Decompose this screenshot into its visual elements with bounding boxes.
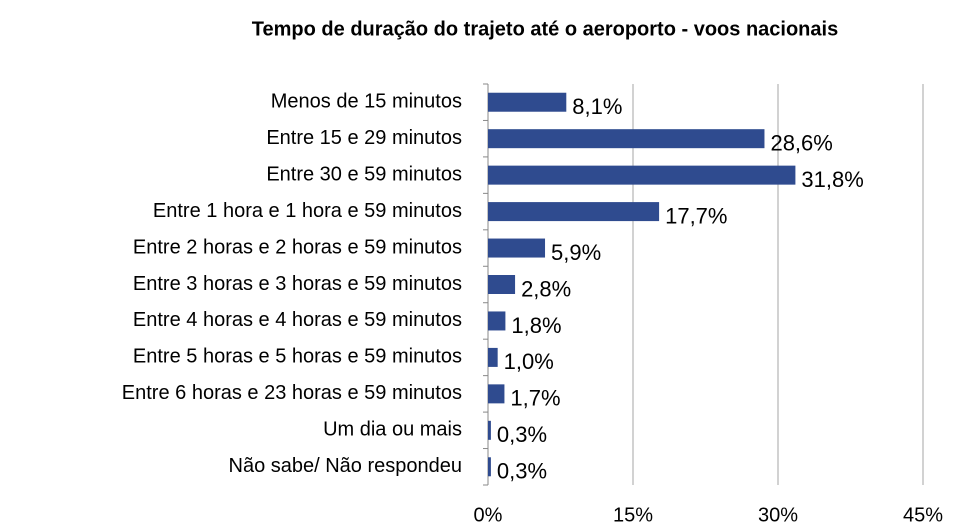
value-label: 8,1%	[572, 94, 622, 119]
y-tick-label: Não sabe/ Não respondeu	[229, 455, 463, 477]
bar	[488, 165, 796, 185]
bar	[488, 92, 567, 112]
value-label: 0,3%	[497, 459, 547, 484]
bar	[488, 275, 516, 294]
bar	[488, 347, 498, 367]
bar	[488, 238, 546, 258]
value-label: 0,3%	[497, 422, 547, 447]
bar	[488, 129, 765, 149]
x-tick-label: 0%	[474, 504, 503, 526]
y-tick-label: Entre 4 horas e 4 horas e 59 minutos	[133, 309, 462, 331]
y-tick-label: Um dia ou mais	[323, 419, 462, 441]
bar	[488, 420, 491, 440]
value-label: 1,7%	[510, 386, 560, 411]
y-tick-label: Entre 2 horas e 2 horas e 59 minutos	[133, 236, 462, 258]
bar	[488, 457, 491, 477]
value-label: 1,0%	[504, 349, 554, 374]
y-tick-label: Entre 15 e 29 minutos	[266, 127, 462, 149]
chart-title: Tempo de duração do trajeto até o aeropo…	[252, 18, 838, 40]
y-tick-label: Menos de 15 minutos	[271, 91, 462, 113]
value-label: 5,9%	[551, 240, 601, 265]
x-tick-label: 30%	[758, 504, 798, 526]
x-tick-label: 15%	[613, 504, 653, 526]
value-label: 1,8%	[511, 313, 561, 338]
y-tick-label: Entre 3 horas e 3 horas e 59 minutos	[133, 273, 462, 295]
x-tick-label: 45%	[903, 504, 943, 526]
bar	[488, 202, 660, 222]
y-tick-label: Entre 1 hora e 1 hora e 59 minutos	[153, 200, 462, 222]
value-label: 17,7%	[665, 203, 727, 228]
value-label: 31,8%	[801, 167, 863, 192]
bar	[488, 384, 505, 404]
y-tick-label: Entre 5 horas e 5 horas e 59 minutos	[133, 346, 462, 368]
y-tick-label: Entre 6 horas e 23 horas e 59 minutos	[122, 382, 462, 404]
y-tick-label: Entre 30 e 59 minutos	[266, 163, 462, 185]
bar	[488, 311, 506, 331]
value-label: 2,8%	[521, 276, 571, 301]
value-label: 28,6%	[770, 130, 832, 155]
